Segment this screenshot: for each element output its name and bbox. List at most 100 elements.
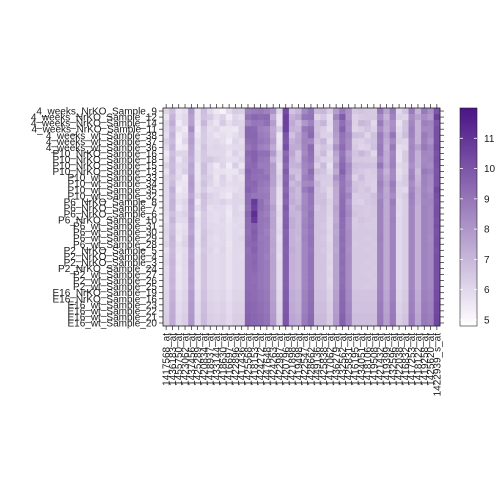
heatmap-cell bbox=[194, 144, 202, 151]
heatmap-cell bbox=[263, 126, 271, 133]
heatmap-cell bbox=[232, 295, 239, 303]
heatmap-cell bbox=[225, 210, 233, 218]
heatmap-cell bbox=[389, 186, 397, 194]
heatmap-cell bbox=[244, 156, 252, 163]
heatmap-cell bbox=[326, 210, 334, 218]
heatmap-cell bbox=[207, 198, 214, 206]
heatmap-cell bbox=[370, 295, 378, 303]
heatmap-cell bbox=[169, 247, 176, 254]
heatmap-cell bbox=[288, 150, 296, 157]
heatmap-cell bbox=[194, 138, 202, 145]
heatmap-cell bbox=[377, 114, 384, 121]
heatmap-cell bbox=[288, 277, 296, 284]
heatmap-cell bbox=[421, 204, 428, 212]
heatmap-cell bbox=[213, 162, 220, 169]
heatmap-cell bbox=[288, 229, 296, 236]
heatmap-cell bbox=[414, 144, 422, 151]
heatmap-cell bbox=[314, 180, 321, 188]
heatmap-cell bbox=[370, 108, 378, 115]
heatmap-cell bbox=[364, 168, 372, 175]
heatmap-cell bbox=[377, 229, 384, 236]
heatmap-cell bbox=[282, 259, 290, 266]
heatmap-cell bbox=[370, 271, 378, 278]
heatmap-cell bbox=[282, 168, 290, 175]
heatmap-cell bbox=[276, 307, 283, 315]
heatmap-cell bbox=[370, 283, 378, 290]
heatmap-cell bbox=[251, 210, 258, 218]
heatmap-cell bbox=[188, 138, 195, 145]
heatmap-cell bbox=[370, 289, 378, 297]
heatmap-cell bbox=[163, 313, 170, 321]
heatmap-cell bbox=[332, 108, 340, 115]
heatmap-cell bbox=[427, 319, 435, 327]
row-label: P10_wt_Sample_32 bbox=[67, 191, 157, 202]
heatmap-cell bbox=[345, 271, 353, 278]
heatmap-cell bbox=[270, 229, 277, 236]
heatmap-cell bbox=[194, 307, 202, 315]
heatmap-cell bbox=[251, 168, 258, 175]
heatmap-cell bbox=[370, 253, 378, 260]
heatmap-cell bbox=[314, 192, 321, 200]
heatmap-cell bbox=[257, 120, 265, 127]
heatmap-cell bbox=[370, 217, 378, 224]
heatmap-cell bbox=[351, 120, 359, 127]
heatmap-cell bbox=[200, 210, 208, 218]
heatmap-cell bbox=[421, 174, 428, 181]
colorbar-tick-label: 11 bbox=[484, 134, 495, 145]
heatmap-cell bbox=[257, 319, 265, 327]
heatmap-cell bbox=[194, 168, 202, 175]
heatmap-cell bbox=[307, 235, 315, 242]
heatmap-cell bbox=[402, 198, 409, 206]
heatmap-cell bbox=[163, 138, 170, 145]
heatmap-cell bbox=[421, 319, 428, 327]
heatmap-cell bbox=[389, 217, 397, 224]
heatmap-cell bbox=[188, 307, 195, 315]
heatmap-cell bbox=[295, 210, 302, 218]
heatmap-cell bbox=[383, 307, 390, 315]
heatmap-cell bbox=[320, 289, 327, 297]
heatmap-cell bbox=[326, 204, 334, 212]
heatmap-cell bbox=[427, 186, 435, 194]
heatmap-cell bbox=[288, 168, 296, 175]
heatmap-cell bbox=[282, 108, 290, 115]
heatmap-cell bbox=[427, 265, 435, 272]
heatmap-cell bbox=[270, 132, 277, 139]
heatmap-cell bbox=[370, 307, 378, 315]
heatmap-cell bbox=[288, 210, 296, 218]
heatmap-cell bbox=[389, 277, 397, 284]
column-label: 1425620_at bbox=[426, 333, 437, 386]
heatmap-cell bbox=[169, 156, 176, 163]
heatmap-cell bbox=[364, 156, 372, 163]
heatmap-cell bbox=[301, 301, 309, 309]
heatmap-cell bbox=[244, 180, 252, 188]
heatmap-cell bbox=[351, 138, 359, 145]
heatmap-cell bbox=[282, 138, 290, 145]
heatmap-cell bbox=[414, 271, 422, 278]
heatmap-cell bbox=[307, 150, 315, 157]
heatmap-cell bbox=[364, 217, 372, 224]
heatmap-cell bbox=[377, 144, 384, 151]
heatmap-cell bbox=[270, 283, 277, 290]
heatmap-cell bbox=[270, 217, 277, 224]
heatmap-cell bbox=[232, 253, 239, 260]
heatmap-cell bbox=[295, 259, 302, 266]
heatmap-cell bbox=[276, 210, 283, 218]
heatmap-cell bbox=[270, 120, 277, 127]
heatmap-cell bbox=[276, 271, 283, 278]
heatmap-cell bbox=[169, 283, 176, 290]
heatmap-cell bbox=[288, 144, 296, 151]
heatmap-cell bbox=[364, 204, 372, 212]
row-label: P10_wt_Sample_33 bbox=[67, 173, 157, 184]
heatmap-cell bbox=[175, 204, 183, 212]
heatmap-cell bbox=[408, 217, 416, 224]
heatmap-cell bbox=[263, 108, 271, 115]
heatmap-cell bbox=[377, 138, 384, 145]
heatmap-cell bbox=[238, 319, 246, 327]
heatmap-cell bbox=[339, 247, 346, 254]
heatmap-cell bbox=[163, 108, 170, 115]
heatmap-cell bbox=[244, 204, 252, 212]
heatmap-cell bbox=[200, 150, 208, 157]
heatmap-cell bbox=[326, 277, 334, 284]
heatmap-cell bbox=[421, 241, 428, 248]
heatmap-cell bbox=[414, 229, 422, 236]
